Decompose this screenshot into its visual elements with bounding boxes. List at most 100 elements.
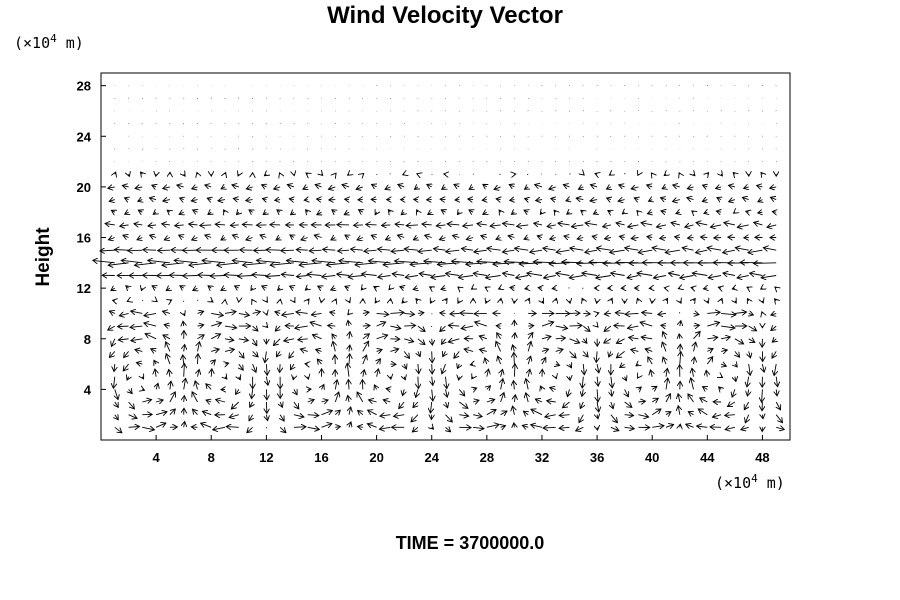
time-label: TIME = 3700000.0 <box>396 533 545 553</box>
wind-vector <box>701 237 708 238</box>
wind-vector <box>528 356 531 365</box>
wind-vector <box>625 248 639 250</box>
wind-vector <box>226 427 239 428</box>
wind-vector <box>712 415 722 418</box>
wind-vector <box>349 301 350 303</box>
wind-vector <box>206 384 212 390</box>
y-tick-label: 20 <box>77 180 91 195</box>
y-tick-label: 8 <box>84 332 91 347</box>
wind-vector <box>349 332 350 339</box>
wind-vector <box>473 427 484 428</box>
wind-vector <box>706 357 712 365</box>
wind-vector <box>413 401 418 408</box>
wind-vector <box>459 415 468 416</box>
wind-vector <box>603 225 612 227</box>
wind-vector <box>239 377 241 380</box>
wind-vector <box>578 187 583 189</box>
x-tick-label: 36 <box>590 450 604 465</box>
wind-vector <box>224 339 234 341</box>
wind-vector <box>645 349 653 352</box>
wind-vector <box>666 298 668 300</box>
wind-vector <box>109 311 114 313</box>
wind-vector <box>459 377 460 380</box>
wind-vector <box>152 286 156 288</box>
wind-vector <box>446 250 460 252</box>
wind-vector <box>452 261 474 263</box>
wind-vector <box>252 299 253 300</box>
wind-vector <box>232 185 239 187</box>
wind-vector <box>592 236 597 237</box>
wind-vector <box>665 250 680 252</box>
wind-vector <box>501 379 503 390</box>
wind-vector <box>266 250 281 251</box>
wind-vector <box>131 339 143 341</box>
wind-vector <box>119 313 129 315</box>
wind-vector <box>737 225 749 227</box>
wind-vector <box>517 225 529 227</box>
wind-vector <box>411 414 419 422</box>
wind-vector <box>735 364 737 367</box>
wind-vector <box>583 351 588 357</box>
wind-vector <box>108 187 115 188</box>
wind-vector <box>543 427 556 428</box>
wind-vector <box>211 369 212 377</box>
wind-vector <box>108 263 129 266</box>
wind-vector <box>406 225 418 226</box>
wind-vector <box>714 238 722 239</box>
wind-vector <box>721 174 722 176</box>
wind-vector <box>309 250 322 251</box>
wind-vector <box>707 322 719 326</box>
wind-vector <box>609 174 611 175</box>
wind-vector <box>193 409 198 416</box>
x-tick-label: 20 <box>369 450 383 465</box>
wind-vector <box>692 273 708 276</box>
wind-vector <box>169 409 175 416</box>
wind-vector <box>530 250 543 252</box>
wind-vector <box>721 337 730 339</box>
wind-vector <box>717 198 721 200</box>
wind-vector <box>721 313 736 314</box>
wind-vector <box>415 187 418 190</box>
wind-vector <box>610 414 618 423</box>
wind-vector <box>339 261 363 263</box>
wind-vector <box>734 312 747 313</box>
wind-vector <box>299 263 322 265</box>
wind-vector <box>317 199 322 200</box>
wind-vector <box>184 345 185 352</box>
wind-vector <box>653 276 667 279</box>
wind-vector <box>377 369 379 377</box>
wind-vector <box>498 356 501 365</box>
wind-vector <box>442 339 446 345</box>
wind-vector <box>625 377 627 381</box>
wind-vector <box>762 389 763 402</box>
wind-vector <box>253 326 258 331</box>
wind-vector <box>276 238 280 241</box>
wind-vector <box>281 250 294 251</box>
x-tick-label: 12 <box>259 450 273 465</box>
wind-vector <box>519 263 543 264</box>
wind-vector <box>167 210 170 212</box>
wind-vector <box>202 411 212 414</box>
wind-vector <box>589 262 611 263</box>
wind-vector <box>472 377 473 379</box>
wind-vector <box>583 174 584 175</box>
wind-vector <box>349 422 351 427</box>
wind-vector <box>363 173 364 174</box>
wind-vector <box>128 427 140 428</box>
wind-vector <box>356 187 363 189</box>
wind-vector <box>537 236 542 238</box>
wind-vector <box>348 320 349 327</box>
wind-vector <box>163 311 171 313</box>
wind-vector <box>371 235 376 237</box>
wind-vector <box>249 210 253 212</box>
wind-vector <box>284 339 294 341</box>
wind-vector <box>597 376 598 386</box>
wind-vector <box>383 263 405 265</box>
wind-vector <box>138 210 142 212</box>
wind-vector <box>675 237 680 238</box>
wind-vector <box>559 427 570 428</box>
wind-vector <box>164 325 171 327</box>
wind-vector <box>246 187 253 189</box>
wind-vector <box>128 415 138 419</box>
wind-vector <box>494 187 501 190</box>
